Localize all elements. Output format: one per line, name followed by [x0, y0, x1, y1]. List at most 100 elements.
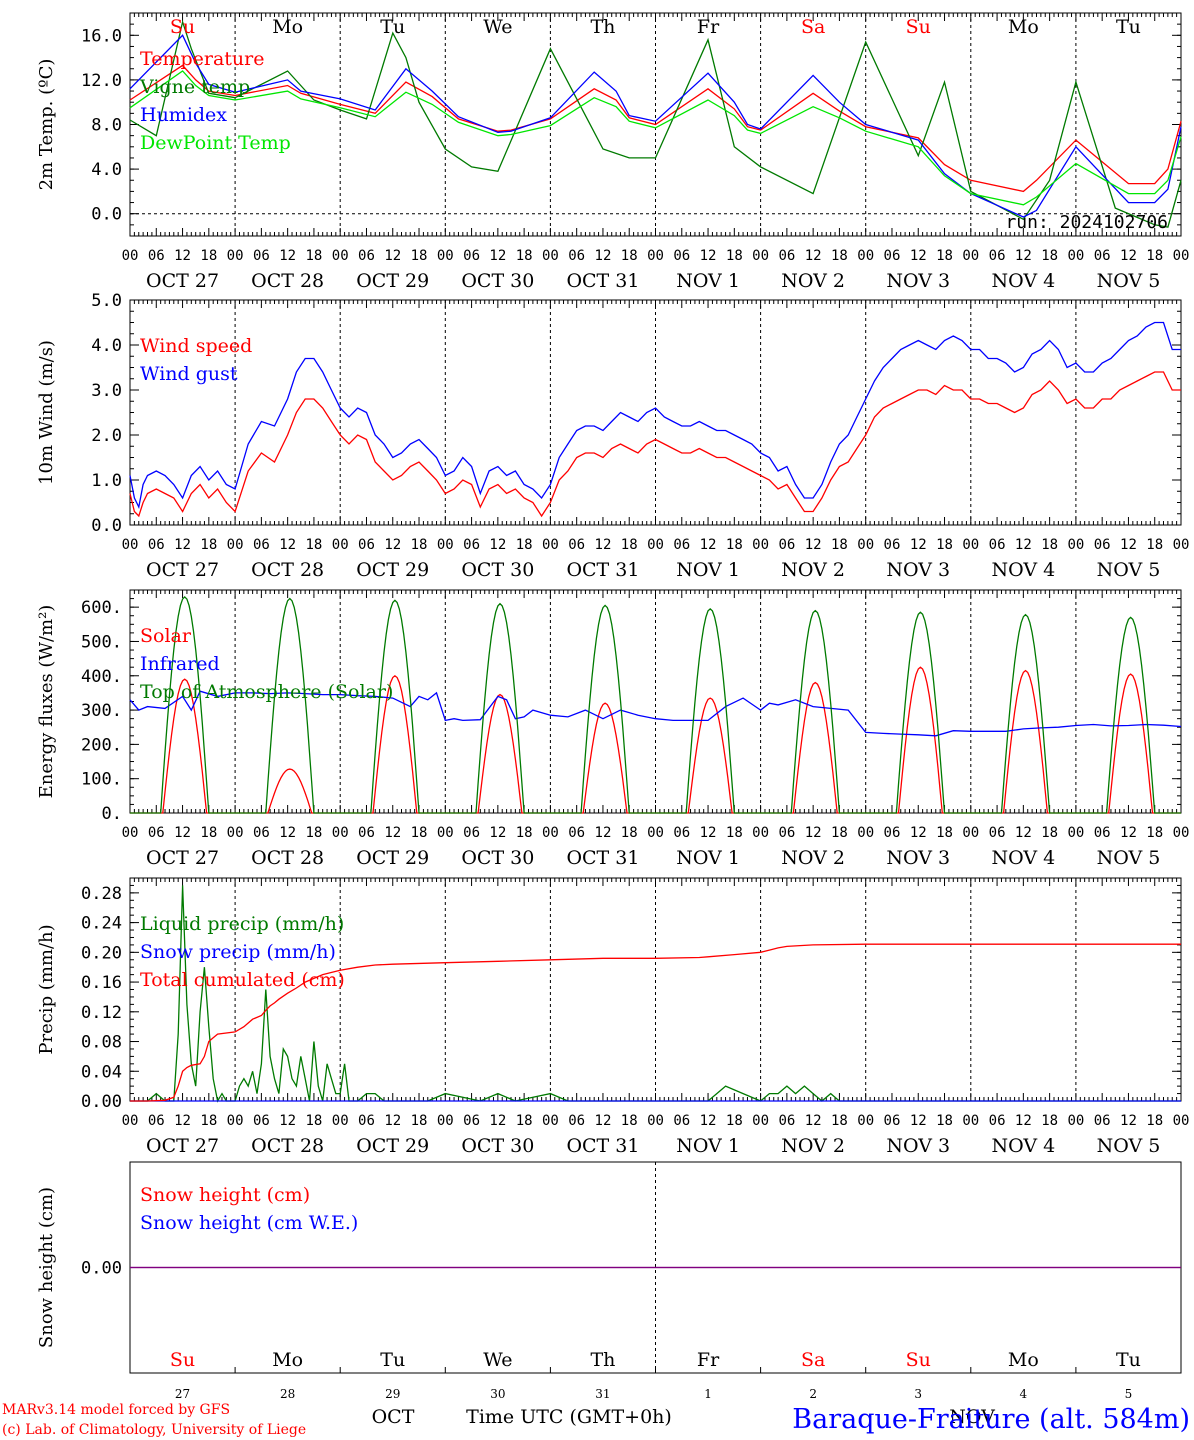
x-hour-label: 00: [1067, 537, 1084, 553]
x-hour-label: 00: [227, 248, 244, 264]
x-hour-label: 06: [463, 537, 480, 553]
y-axis-label: Precip (mm/h): [36, 924, 57, 1054]
x-hour-label: 00: [647, 537, 664, 553]
x-date-label: NOV 3: [886, 270, 950, 292]
y-tick-label: 0.0: [91, 205, 122, 225]
x-date-label: NOV 5: [1097, 559, 1161, 581]
footer-model: MARv3.14 model forced by GFS: [2, 1402, 230, 1418]
x-date-label: OCT 29: [356, 559, 429, 581]
day-number-label: 4: [1020, 1387, 1028, 1401]
y-tick-label: 0.28: [81, 884, 122, 904]
x-hour-label: 12: [489, 537, 506, 553]
x-hour-label: 06: [253, 825, 270, 841]
panel-temperature: 0.0 4.0 8.0 12.0 16.0 2m Temp. (ºC) Temperatur…: [36, 12, 1190, 292]
x-hour-label: 00: [332, 825, 349, 841]
weekday-label: Mo: [272, 16, 303, 38]
x-hour-label: 06: [463, 1113, 480, 1129]
day-number-label: 29: [385, 1387, 400, 1401]
weekday-label: Th: [590, 16, 615, 38]
y-tick-label: 0.0: [91, 516, 122, 536]
x-hour-label: 06: [1094, 825, 1111, 841]
x-hour-label: 18: [516, 248, 533, 264]
series-line-infrared: [129, 690, 1182, 737]
x-hour-label: 12: [279, 248, 296, 264]
x-hour-label: 12: [174, 1113, 191, 1129]
x-hour-label: 00: [1173, 248, 1190, 264]
x-hour-label: 00: [122, 825, 139, 841]
x-hour-label: 00: [437, 537, 454, 553]
x-hour-label: 18: [411, 1113, 428, 1129]
legend-entry: Temperature: [140, 48, 264, 70]
x-hour-label: 12: [595, 825, 612, 841]
panel-snow: 0.00 Snow height (cm) Snow height (cm) Snow…: [36, 1161, 1182, 1374]
day-number-label: 27: [175, 1387, 190, 1401]
x-hour-label: 18: [726, 537, 743, 553]
x-hour-label: 18: [936, 537, 953, 553]
weekday-label: Su: [170, 16, 195, 38]
x-hour-label: 00: [857, 537, 874, 553]
x-hour-label: 00: [1067, 1113, 1084, 1129]
x-hour-label: 18: [1146, 537, 1163, 553]
x-hour-label: 00: [857, 248, 874, 264]
x-hour-label: 00: [122, 537, 139, 553]
x-hour-label: 18: [516, 537, 533, 553]
x-hour-label: 18: [1041, 537, 1058, 553]
x-hour-label: 12: [805, 537, 822, 553]
x-date-label: OCT 28: [251, 847, 324, 869]
x-hour-label: 06: [463, 248, 480, 264]
x-hour-label: 00: [332, 537, 349, 553]
weekday-label: Th: [590, 1349, 615, 1371]
y-tick-label: 0.20: [81, 943, 122, 963]
footer-lab: (c) Lab. of Climatology, University of L…: [2, 1422, 306, 1438]
y-tick-label: 4.0: [91, 336, 122, 356]
x-hour-label: 12: [910, 825, 927, 841]
legend-entry: Wind gust: [140, 363, 238, 385]
weekday-label: Fr: [697, 16, 720, 38]
legend-entry: Liquid precip (mm/h): [140, 913, 344, 935]
x-hour-label: 18: [305, 537, 322, 553]
y-tick-label: 12.0: [81, 71, 122, 91]
x-hour-label: 06: [568, 825, 585, 841]
x-date-label: OCT 29: [356, 270, 429, 292]
x-hour-label: 06: [884, 825, 901, 841]
x-hour-label: 12: [384, 248, 401, 264]
legend-entry: Humidex: [140, 104, 227, 126]
x-hour-label: 06: [358, 537, 375, 553]
x-hour-label: 12: [700, 1113, 717, 1129]
x-hour-label: 00: [962, 248, 979, 264]
x-hour-label: 00: [752, 1113, 769, 1129]
x-date-label: NOV 4: [991, 1135, 1055, 1157]
x-hour-label: 06: [884, 1113, 901, 1129]
x-hour-label: 18: [621, 825, 638, 841]
series-line-wind-speed: [129, 371, 1181, 518]
x-date-label: NOV 3: [886, 1135, 950, 1157]
legend-entry: Infrared: [140, 653, 220, 675]
legend-entry: Snow precip (mm/h): [140, 941, 336, 963]
series-line-top-of-atmosphere-solar-: [130, 595, 1181, 814]
x-hour-label: 12: [700, 825, 717, 841]
x-date-label: OCT 27: [146, 270, 219, 292]
day-number-label: 1: [704, 1387, 712, 1401]
x-hour-label: 06: [568, 248, 585, 264]
x-hour-label: 06: [673, 1113, 690, 1129]
x-hour-label: 00: [437, 1113, 454, 1129]
x-date-label: NOV 3: [886, 847, 950, 869]
x-hour-label: 06: [778, 825, 795, 841]
y-tick-label: 0.08: [81, 1033, 122, 1053]
weekday-label: We: [483, 1349, 512, 1371]
x-date-label: OCT 31: [566, 270, 639, 292]
x-date-label: OCT 27: [146, 559, 219, 581]
day-number-label: 31: [595, 1387, 610, 1401]
x-hour-label: 12: [384, 537, 401, 553]
y-tick-label: 0.16: [81, 973, 122, 993]
x-hour-label: 18: [936, 248, 953, 264]
panel-wind: 0.0 1.0 2.0 3.0 4.0 5.0 10m Wind (m/s) Wind spe…: [36, 291, 1189, 581]
x-date-label: OCT 30: [461, 847, 534, 869]
x-hour-label: 06: [1094, 248, 1111, 264]
weekday-label: Mo: [1008, 16, 1039, 38]
x-hour-label: 00: [542, 1113, 559, 1129]
y-tick-label: 600.: [81, 598, 122, 618]
x-hour-label: 12: [1015, 1113, 1032, 1129]
weekday-label: Su: [906, 16, 931, 38]
x-date-label: OCT 29: [356, 1135, 429, 1157]
